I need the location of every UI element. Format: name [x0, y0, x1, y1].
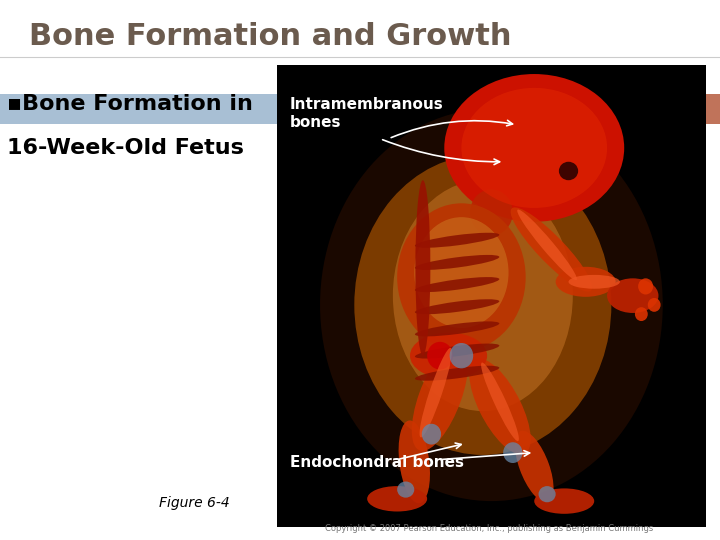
Ellipse shape	[415, 366, 500, 381]
Ellipse shape	[648, 298, 661, 312]
Ellipse shape	[510, 207, 592, 292]
Ellipse shape	[638, 278, 653, 294]
Ellipse shape	[415, 343, 500, 359]
Ellipse shape	[414, 217, 508, 328]
Ellipse shape	[635, 307, 648, 321]
Ellipse shape	[320, 109, 662, 501]
Ellipse shape	[393, 180, 573, 411]
Ellipse shape	[559, 162, 578, 180]
Ellipse shape	[470, 190, 513, 235]
Ellipse shape	[607, 278, 659, 313]
Ellipse shape	[481, 362, 519, 441]
Text: Bone Formation and Growth: Bone Formation and Growth	[29, 22, 511, 51]
Ellipse shape	[422, 424, 441, 444]
Ellipse shape	[415, 180, 431, 356]
Ellipse shape	[556, 267, 616, 297]
Ellipse shape	[415, 321, 500, 336]
Ellipse shape	[444, 74, 624, 222]
Bar	[277, 65, 706, 526]
Ellipse shape	[503, 442, 523, 463]
Ellipse shape	[415, 255, 500, 270]
Ellipse shape	[515, 431, 554, 502]
Ellipse shape	[399, 421, 430, 503]
Ellipse shape	[415, 277, 500, 292]
Ellipse shape	[534, 488, 594, 514]
Bar	[700, 94, 720, 124]
Ellipse shape	[410, 333, 487, 379]
Bar	[0, 94, 385, 124]
Ellipse shape	[412, 343, 468, 451]
Ellipse shape	[354, 155, 611, 455]
Ellipse shape	[539, 486, 556, 502]
Ellipse shape	[427, 342, 453, 369]
Ellipse shape	[415, 299, 500, 314]
Text: Intramembranous
bones: Intramembranous bones	[290, 97, 444, 130]
Ellipse shape	[415, 233, 500, 248]
Text: Endochondral bones: Endochondral bones	[290, 455, 464, 470]
Ellipse shape	[367, 486, 427, 511]
Text: Copyright © 2007 Pearson Education, Inc., publishing as Benjamin Cummings: Copyright © 2007 Pearson Education, Inc.…	[325, 524, 654, 533]
Text: 16-Week-Old Fetus: 16-Week-Old Fetus	[7, 138, 244, 158]
Ellipse shape	[397, 482, 414, 498]
Ellipse shape	[517, 210, 577, 280]
Ellipse shape	[397, 203, 526, 351]
Ellipse shape	[449, 343, 473, 368]
Ellipse shape	[420, 348, 452, 437]
Ellipse shape	[569, 275, 620, 289]
Ellipse shape	[469, 359, 531, 455]
Text: ▪Bone Formation in: ▪Bone Formation in	[7, 94, 253, 114]
Text: Figure 6-4: Figure 6-4	[159, 496, 230, 510]
Ellipse shape	[462, 88, 607, 208]
